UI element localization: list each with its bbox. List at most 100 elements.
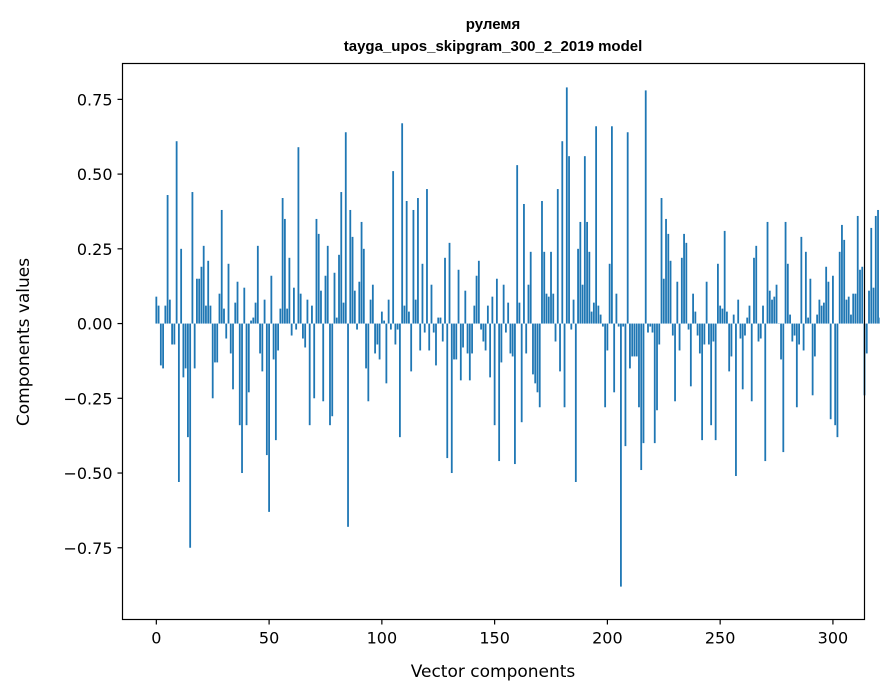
bar xyxy=(590,311,593,324)
bar xyxy=(829,323,832,420)
bar xyxy=(455,323,458,360)
bar xyxy=(408,311,410,324)
bar xyxy=(538,323,541,408)
bar xyxy=(401,123,404,324)
bar xyxy=(202,245,205,324)
bar xyxy=(335,317,338,324)
bar xyxy=(155,296,158,324)
bar xyxy=(256,245,259,324)
y-tick-label: −0.75 xyxy=(63,539,112,558)
bar xyxy=(493,323,496,426)
bar xyxy=(326,245,329,324)
bar xyxy=(854,293,857,324)
bar xyxy=(789,314,791,324)
bar xyxy=(320,290,322,324)
bar xyxy=(484,323,487,351)
bar xyxy=(220,209,223,324)
bar xyxy=(399,323,401,438)
bar xyxy=(737,299,740,324)
bar xyxy=(423,323,426,333)
bar xyxy=(344,132,347,324)
bar xyxy=(809,278,812,324)
bar xyxy=(279,308,282,324)
bar xyxy=(356,323,358,330)
bar xyxy=(383,320,386,324)
bar xyxy=(583,156,586,324)
bar xyxy=(349,209,352,324)
bar xyxy=(656,323,658,411)
bar xyxy=(541,201,543,324)
bar xyxy=(306,299,309,324)
bar xyxy=(232,323,234,390)
bar xyxy=(218,293,221,324)
bar xyxy=(872,287,875,324)
bar xyxy=(861,266,864,324)
bar xyxy=(331,323,334,417)
bar xyxy=(795,323,798,408)
bar xyxy=(394,323,397,345)
bar xyxy=(676,281,679,324)
bar xyxy=(297,147,300,324)
bar xyxy=(813,323,816,357)
bar xyxy=(498,323,501,462)
bar xyxy=(669,260,672,324)
bar xyxy=(435,323,437,366)
bar xyxy=(748,305,751,324)
bar xyxy=(229,323,232,354)
bar xyxy=(859,269,861,324)
bar xyxy=(518,302,521,324)
bar xyxy=(753,257,755,324)
bar xyxy=(683,233,685,324)
bar xyxy=(798,323,800,345)
bar xyxy=(342,302,345,324)
bar xyxy=(644,90,647,324)
bar xyxy=(403,305,406,324)
x-tick-label: 200 xyxy=(592,629,623,648)
bar xyxy=(816,314,819,324)
bar xyxy=(843,239,846,324)
bar xyxy=(426,189,428,324)
bar xyxy=(608,263,611,324)
bar xyxy=(234,302,237,324)
bar xyxy=(626,132,629,324)
bar xyxy=(595,126,598,324)
bar xyxy=(365,323,367,369)
x-tick-label: 150 xyxy=(479,629,510,648)
bar xyxy=(477,260,480,324)
bar xyxy=(250,320,252,324)
bar xyxy=(304,323,307,348)
bar xyxy=(475,275,478,324)
bar xyxy=(396,323,399,330)
bar xyxy=(723,230,726,324)
bar xyxy=(225,323,228,339)
bar xyxy=(730,323,733,357)
bar xyxy=(293,287,295,324)
bar xyxy=(768,290,771,324)
bar xyxy=(870,227,873,324)
bar xyxy=(714,323,717,441)
bar xyxy=(162,323,164,369)
bar xyxy=(238,323,241,426)
bar xyxy=(629,323,631,369)
bar xyxy=(265,323,268,456)
bar xyxy=(662,278,665,324)
bar xyxy=(168,299,171,324)
bar xyxy=(559,323,561,372)
bar xyxy=(380,311,383,324)
bar xyxy=(852,293,855,324)
bar xyxy=(804,251,807,324)
bar xyxy=(317,233,320,324)
bar xyxy=(261,323,264,372)
bar xyxy=(489,323,492,378)
bar xyxy=(599,314,602,324)
bar xyxy=(205,305,207,324)
bar xyxy=(543,251,546,324)
bar xyxy=(371,284,374,324)
bar xyxy=(604,323,607,408)
bar xyxy=(466,323,469,354)
bar xyxy=(347,323,349,527)
bar xyxy=(802,323,805,351)
bar xyxy=(446,323,449,459)
bar xyxy=(209,305,212,324)
